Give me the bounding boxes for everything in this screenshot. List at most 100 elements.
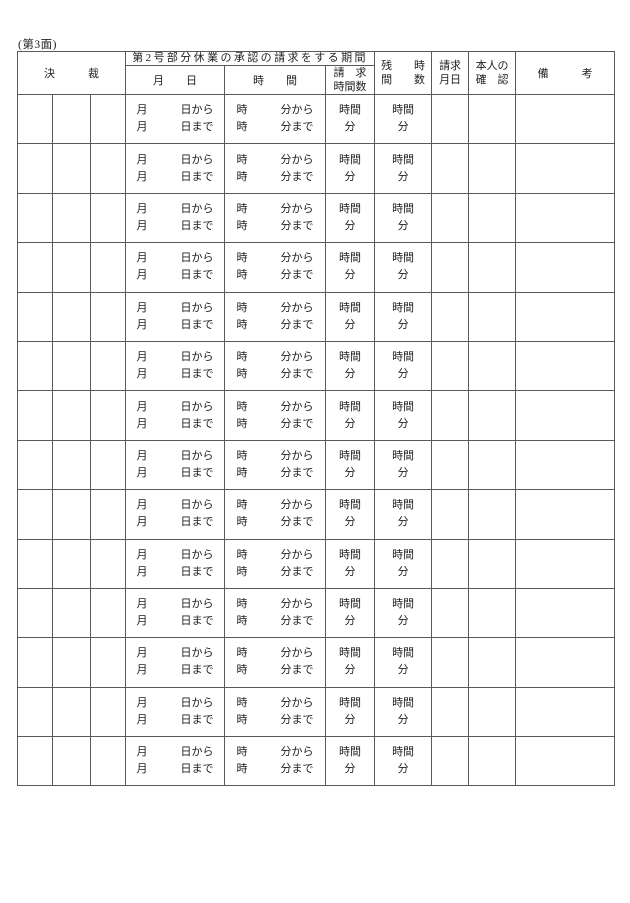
table-row: 月 日から 月 日まで 時 分から 時 分まで 時間 分 時間 分 bbox=[17, 242, 616, 293]
time-from-line: 時 分から bbox=[236, 301, 314, 314]
approval-stamp-cell-3 bbox=[89, 538, 127, 589]
hours-unit-line: 時間 bbox=[339, 252, 362, 265]
table-row: 月 日から 月 日まで 時 分から 時 分まで 時間 分 時間 分 bbox=[17, 587, 616, 639]
date-to-line: 月 日まで bbox=[136, 565, 214, 578]
date-from-line: 月 日から bbox=[136, 598, 214, 611]
approval-stamp-cell-3 bbox=[89, 390, 127, 441]
header-remarks: 備 考 bbox=[515, 51, 616, 95]
hours-unit-line: 時間 bbox=[339, 548, 362, 561]
approval-stamp-cell-2 bbox=[52, 736, 91, 787]
date-from-line: 月 日から bbox=[136, 252, 214, 265]
time-from-line: 時 分から bbox=[236, 202, 314, 215]
minutes-unit-line: 分 bbox=[344, 466, 356, 479]
approval-stamp-cell-3 bbox=[89, 93, 127, 145]
time-range-cell: 時 分から 時 分まで bbox=[224, 93, 327, 145]
approval-stamp-cell-3 bbox=[89, 439, 127, 491]
remarks-cell bbox=[515, 242, 616, 293]
remarks-cell bbox=[515, 489, 616, 540]
hours-unit-line: 時間 bbox=[339, 351, 362, 364]
date-from-line: 月 日から bbox=[136, 153, 214, 166]
remaining-hours-cell: 時間 分 bbox=[374, 143, 433, 194]
date-from-line: 月 日から bbox=[136, 301, 214, 314]
date-to-line: 月 日まで bbox=[136, 170, 214, 183]
header-requested-hours-line-1: 請 求 bbox=[333, 67, 367, 79]
time-range-cell: 時 分から 時 分まで bbox=[224, 340, 327, 392]
date-to-line: 月 日まで bbox=[136, 318, 214, 331]
remaining-hours-cell: 時間 分 bbox=[374, 637, 433, 688]
approval-stamp-cell-3 bbox=[89, 291, 127, 342]
remaining-hours-cell: 時間 分 bbox=[374, 192, 433, 244]
date-range-cell: 月 日から 月 日まで bbox=[125, 143, 226, 194]
header-self-confirmation-line-1: 本人の bbox=[475, 60, 509, 72]
time-range-cell: 時 分から 時 分まで bbox=[224, 587, 327, 639]
requested-hours-cell: 時間 分 bbox=[325, 538, 376, 589]
time-from-line: 時 分から bbox=[236, 449, 314, 462]
time-range-cell: 時 分から 時 分まで bbox=[224, 489, 327, 540]
table-row: 月 日から 月 日まで 時 分から 時 分まで 時間 分 時間 分 bbox=[17, 291, 616, 342]
table-row: 月 日から 月 日まで 時 分から 時 分まで 時間 分 時間 分 bbox=[17, 736, 616, 787]
remaining-hours-cell: 時間 分 bbox=[374, 340, 433, 392]
approval-stamp-cell-3 bbox=[89, 686, 127, 738]
minutes-unit-line: 分 bbox=[397, 516, 409, 529]
header-row-2: 月 日 時 間 請 求 時間数 bbox=[18, 65, 615, 95]
minutes-unit-line: 分 bbox=[397, 615, 409, 628]
minutes-unit-line: 分 bbox=[344, 368, 356, 381]
remarks-cell bbox=[515, 390, 616, 441]
header-month-day: 月 日 bbox=[125, 65, 226, 95]
time-from-line: 時 分から bbox=[236, 598, 314, 611]
approval-stamp-cell-3 bbox=[89, 192, 127, 244]
remarks-cell bbox=[515, 686, 616, 738]
remarks-cell bbox=[515, 93, 616, 145]
remarks-cell bbox=[515, 192, 616, 244]
remarks-cell bbox=[515, 538, 616, 589]
request-date-cell bbox=[431, 93, 470, 145]
requested-hours-cell: 時間 分 bbox=[325, 242, 376, 293]
hours-unit-line: 時間 bbox=[392, 647, 415, 660]
hours-unit-line: 時間 bbox=[339, 598, 362, 611]
remaining-hours-cell: 時間 分 bbox=[374, 736, 433, 787]
hours-unit-line: 時間 bbox=[339, 202, 362, 215]
requested-hours-cell: 時間 分 bbox=[325, 686, 376, 738]
time-to-line: 時 分まで bbox=[236, 713, 314, 726]
table-row: 月 日から 月 日まで 時 分から 時 分まで 時間 分 時間 分 bbox=[17, 538, 616, 589]
request-date-cell bbox=[431, 143, 470, 194]
time-from-line: 時 分から bbox=[236, 499, 314, 512]
time-to-line: 時 分まで bbox=[236, 368, 314, 381]
time-to-line: 時 分まで bbox=[236, 615, 314, 628]
time-range-cell: 時 分から 時 分まで bbox=[224, 637, 327, 688]
time-from-line: 時 分から bbox=[236, 647, 314, 660]
approval-stamp-cell-2 bbox=[52, 686, 91, 738]
minutes-unit-line: 分 bbox=[397, 170, 409, 183]
minutes-unit-line: 分 bbox=[344, 269, 356, 282]
approval-stamp-cell-2 bbox=[52, 242, 91, 293]
date-range-cell: 月 日から 月 日まで bbox=[125, 291, 226, 342]
time-range-cell: 時 分から 時 分まで bbox=[224, 439, 327, 491]
approval-stamp-cell-2 bbox=[52, 489, 91, 540]
date-range-cell: 月 日から 月 日まで bbox=[125, 489, 226, 540]
approval-stamp-cell-2 bbox=[52, 587, 91, 639]
table-row: 月 日から 月 日まで 時 分から 時 分まで 時間 分 時間 分 bbox=[17, 439, 616, 491]
approval-stamp-cell-1 bbox=[17, 93, 53, 145]
approval-stamp-cell-3 bbox=[89, 489, 127, 540]
requested-hours-cell: 時間 分 bbox=[325, 736, 376, 787]
date-range-cell: 月 日から 月 日まで bbox=[125, 390, 226, 441]
date-range-cell: 月 日から 月 日まで bbox=[125, 93, 226, 145]
minutes-unit-line: 分 bbox=[344, 763, 356, 776]
request-date-cell bbox=[431, 736, 470, 787]
hours-unit-line: 時間 bbox=[339, 153, 362, 166]
request-date-cell bbox=[431, 587, 470, 639]
date-range-cell: 月 日から 月 日まで bbox=[125, 587, 226, 639]
date-to-line: 月 日まで bbox=[136, 219, 214, 232]
requested-hours-cell: 時間 分 bbox=[325, 192, 376, 244]
approval-stamp-cell-2 bbox=[52, 538, 91, 589]
requested-hours-cell: 時間 分 bbox=[325, 587, 376, 639]
approval-stamp-cell-2 bbox=[52, 291, 91, 342]
hours-unit-line: 時間 bbox=[392, 153, 415, 166]
remaining-hours-cell: 時間 分 bbox=[374, 390, 433, 441]
time-from-line: 時 分から bbox=[236, 400, 314, 413]
table-row: 月 日から 月 日まで 時 分から 時 分まで 時間 分 時間 分 bbox=[17, 340, 616, 392]
hours-unit-line: 時間 bbox=[339, 746, 362, 759]
remarks-cell bbox=[515, 736, 616, 787]
confirmation-cell bbox=[468, 736, 517, 787]
request-date-cell bbox=[431, 192, 470, 244]
